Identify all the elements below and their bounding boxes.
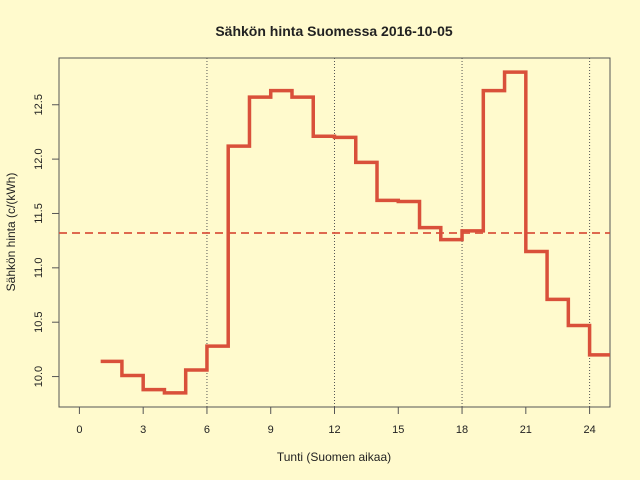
y-tick-label: 12.5 (33, 94, 45, 115)
y-tick-label: 10.0 (33, 366, 45, 387)
chart-title: Sähkön hinta Suomessa 2016-10-05 (215, 23, 453, 39)
y-tick-label: 10.5 (33, 311, 45, 332)
y-tick-label: 11.0 (33, 258, 45, 279)
x-tick-label: 9 (268, 424, 274, 436)
y-tick-label: 12.0 (33, 148, 45, 169)
x-tick-label: 3 (140, 424, 146, 436)
price-step-line (100, 70, 610, 395)
x-tick-label: 15 (392, 424, 404, 436)
x-tick-label: 24 (583, 424, 595, 436)
x-tick-label: 12 (328, 424, 340, 436)
x-tick-label: 18 (456, 424, 468, 436)
y-tick-label: 11.5 (33, 203, 45, 224)
y-axis-label: Sähkön hinta (c/(kWh) (4, 173, 18, 292)
x-tick-label: 21 (520, 424, 532, 436)
x-axis-label: Tunti (Suomen aikaa) (277, 450, 391, 464)
x-tick-label: 6 (204, 424, 210, 436)
y-axis: 10.0 10.5 11.0 11.5 12.0 12.5 (33, 94, 60, 387)
x-tick-label: 0 (76, 424, 82, 436)
x-axis: 0 3 6 9 12 15 18 21 24 (76, 406, 596, 436)
